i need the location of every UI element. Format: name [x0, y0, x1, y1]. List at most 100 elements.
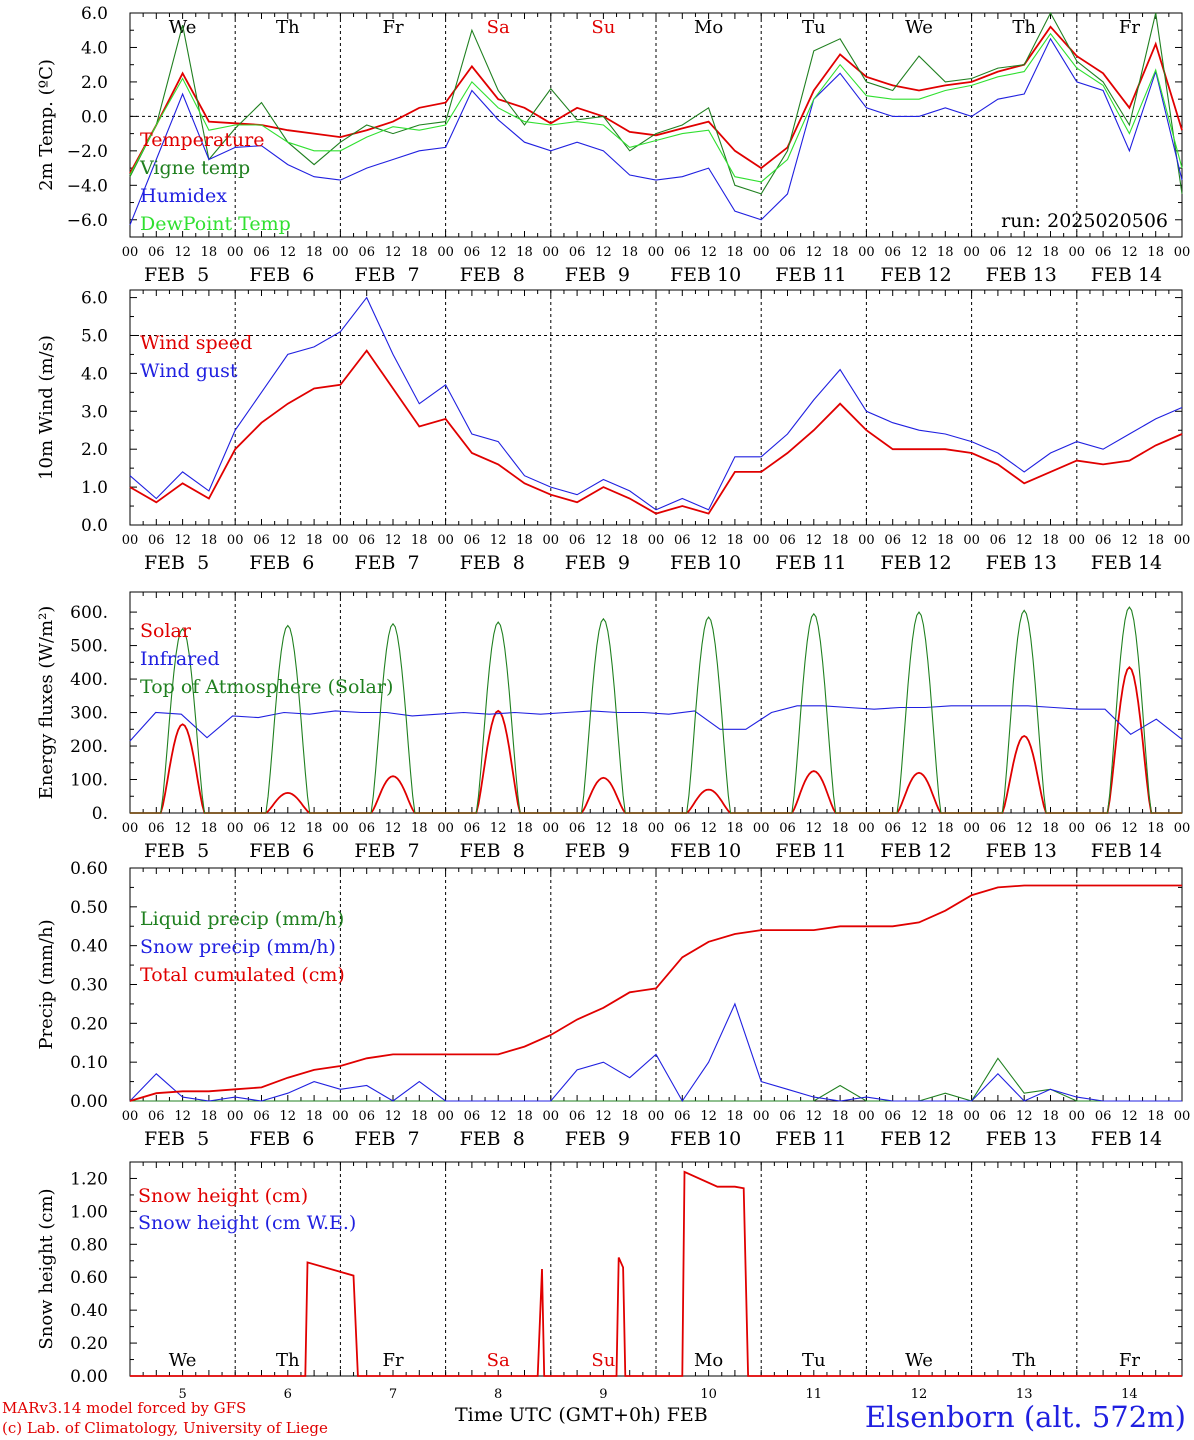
hour-tick-label: 06: [358, 245, 375, 260]
hour-tick-label: 00: [753, 533, 770, 548]
hour-tick-label: 12: [1016, 533, 1033, 548]
y-tick-label: 0.50: [70, 898, 108, 918]
hour-tick-label: 18: [411, 1109, 428, 1124]
hour-tick-label: 00: [543, 533, 560, 548]
y-tick-label: 1.00: [70, 1202, 108, 1222]
date-label: FEB 10: [670, 552, 741, 574]
hour-tick-label: 12: [490, 245, 507, 260]
y-tick-label: 400.: [70, 670, 108, 690]
y-tick-label: 0.0: [81, 107, 108, 127]
hour-tick-label: 12: [280, 821, 297, 836]
hour-tick-label: 00: [122, 821, 139, 836]
hour-tick-label: 06: [779, 1109, 796, 1124]
date-label: FEB 11: [775, 1128, 846, 1150]
day-name-label: Tu: [802, 17, 826, 38]
day-number-label: 11: [806, 1387, 823, 1402]
legend-entry: Wind gust: [140, 360, 238, 382]
hour-tick-label: 12: [385, 533, 402, 548]
date-label: FEB 10: [670, 264, 741, 286]
hour-tick-label: 12: [595, 821, 612, 836]
hour-tick-label: 06: [674, 533, 691, 548]
hour-tick-label: 06: [779, 821, 796, 836]
hour-tick-label: 18: [727, 821, 744, 836]
date-label: FEB 6: [249, 840, 314, 862]
y-axis-label: Precip (mm/h): [36, 919, 57, 1049]
day-number-label: 8: [494, 1387, 502, 1402]
y-tick-label: 100.: [70, 771, 108, 791]
hour-tick-label: 18: [621, 245, 638, 260]
y-tick-label: 600.: [70, 603, 108, 623]
hour-tick-label: 00: [543, 1109, 560, 1124]
date-label: FEB 13: [986, 552, 1057, 574]
hour-tick-label: 00: [227, 1109, 244, 1124]
hour-tick-label: 12: [1121, 533, 1138, 548]
legend-entry: Snow precip (mm/h): [140, 936, 336, 958]
hour-tick-label: 18: [201, 1109, 218, 1124]
day-name-label: Th: [1012, 1350, 1036, 1371]
hour-tick-label: 18: [1042, 821, 1059, 836]
hour-tick-label: 18: [1147, 821, 1164, 836]
date-label: FEB 11: [775, 264, 846, 286]
day-number-label: 9: [599, 1387, 607, 1402]
y-tick-label: 500.: [70, 637, 108, 657]
hour-tick-label: 00: [1174, 1109, 1191, 1124]
hour-tick-label: 18: [832, 533, 849, 548]
y-tick-label: 0.60: [70, 1268, 108, 1288]
legend-entry: Humidex: [140, 185, 227, 207]
date-label: FEB 5: [144, 552, 209, 574]
hour-tick-label: 06: [253, 245, 270, 260]
date-label: FEB 8: [460, 552, 525, 574]
day-name-label: Fr: [382, 1350, 403, 1371]
hour-tick-label: 06: [779, 533, 796, 548]
hour-tick-label: 18: [411, 821, 428, 836]
date-label: FEB 11: [775, 552, 846, 574]
date-label: FEB 8: [460, 264, 525, 286]
hour-tick-label: 12: [806, 821, 823, 836]
series-group: [130, 1170, 1182, 1377]
hour-tick-label: 00: [1174, 245, 1191, 260]
hour-tick-label: 18: [1042, 245, 1059, 260]
hour-tick-label: 18: [1042, 533, 1059, 548]
date-label: FEB 6: [249, 552, 314, 574]
day-name-label: Mo: [694, 1350, 723, 1371]
hour-tick-label: 12: [490, 533, 507, 548]
hour-tick-label: 12: [1016, 1109, 1033, 1124]
hour-tick-label: 06: [990, 245, 1007, 260]
panel-3: 600. 500. 400. 300. 200. 100. 0. Energy fluxes …: [36, 591, 1190, 862]
hour-tick-label: 00: [543, 245, 560, 260]
hour-tick-label: 00: [858, 821, 875, 836]
hour-tick-label: 00: [543, 821, 560, 836]
hour-tick-label: 18: [411, 245, 428, 260]
hour-tick-label: 06: [148, 1109, 165, 1124]
day-name-label: Th: [1012, 17, 1036, 38]
y-tick-label: 2.0: [81, 73, 108, 93]
hour-tick-label: 18: [306, 1109, 323, 1124]
day-name-label: Th: [276, 17, 300, 38]
day-name-label: Fr: [1119, 1350, 1140, 1371]
hour-tick-label: 00: [437, 245, 454, 260]
panel-2: 6.0 5.0 4.0 3.0 2.0 1.0 0.0 10m Wind (m/s) 00 06 1…: [36, 289, 1190, 574]
hour-tick-label: 06: [358, 1109, 375, 1124]
hour-tick-label: 12: [595, 533, 612, 548]
y-tick-label: 0.60: [70, 859, 108, 879]
hour-tick-label: 06: [884, 245, 901, 260]
hour-tick-label: 06: [569, 245, 586, 260]
hour-tick-label: 12: [280, 533, 297, 548]
series-group: [129, 884, 1182, 1103]
hour-tick-label: 12: [700, 533, 717, 548]
legend-entry: Total cumulated (cm): [140, 964, 345, 986]
day-name-label: Fr: [1119, 17, 1140, 38]
panel-4: 0.60 0.50 0.40 0.30 0.20 0.10 0.00 Precip (mm/h…: [36, 859, 1190, 1150]
hour-tick-label: 06: [1095, 245, 1112, 260]
hour-tick-label: 12: [174, 245, 191, 260]
series-line: [130, 1170, 1182, 1377]
day-name-label: Su: [591, 1350, 615, 1371]
hour-tick-label: 12: [911, 821, 928, 836]
hour-tick-label: 18: [937, 1109, 954, 1124]
hour-tick-label: 12: [174, 533, 191, 548]
hour-tick-label: 18: [516, 821, 533, 836]
hour-tick-label: 12: [1016, 245, 1033, 260]
y-tick-label: 4.0: [81, 364, 108, 384]
hour-tick-label: 06: [464, 1109, 481, 1124]
day-name-label: Sa: [487, 1350, 510, 1371]
